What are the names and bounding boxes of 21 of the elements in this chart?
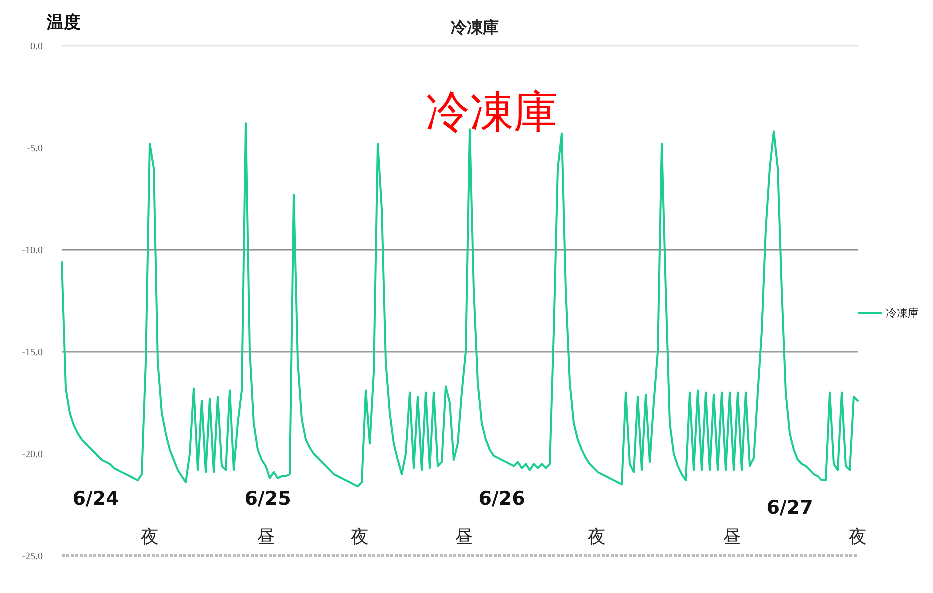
annotation: 6/25 [244, 488, 292, 510]
annotation: 6/26 [478, 488, 526, 510]
annotation: 6/24 [72, 488, 120, 510]
annotation: 夜 [141, 527, 159, 548]
y-tick-label: -10.0 [22, 246, 43, 256]
y-tick-label: 0.0 [30, 42, 43, 52]
annotation: 昼 [257, 527, 275, 548]
annotation: 昼 [723, 527, 741, 548]
legend-label: 冷凍庫 [886, 306, 919, 320]
annotation: 夜 [351, 527, 369, 548]
y-tick-label: -15.0 [22, 348, 43, 358]
chart-title: 冷凍庫 [451, 18, 499, 37]
annotation: 昼 [455, 527, 473, 548]
annotation: 夜 [588, 527, 606, 548]
annotation: 6/27 [766, 497, 814, 519]
y-tick-label: -20.0 [22, 450, 43, 460]
annotation: 夜 [849, 527, 867, 548]
y-axis-title: 温度 [46, 13, 81, 33]
y-tick-label: -5.0 [27, 144, 43, 154]
annotation: 冷凍庫 [426, 87, 558, 138]
y-tick-label: -25.0 [22, 552, 43, 562]
